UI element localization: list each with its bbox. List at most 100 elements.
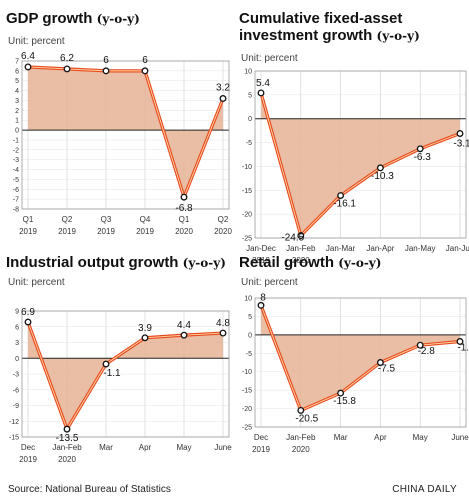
chart-industrial-output-panel: Industrial output growth (y-o-y) Unit: p…	[0, 251, 234, 502]
data-point	[63, 425, 71, 433]
chart-fixed-asset-panel: Cumulative fixed-asset investment growth …	[235, 0, 469, 266]
retail-chart-svg: 10 5 0 -5 -10 -15 -20 -25 8 -20.5 -15.8 -7.5 -2.8 -1.…	[242, 292, 469, 454]
data-point	[63, 65, 71, 73]
x-tick-label: 2020	[175, 227, 193, 236]
x-tick-label: 2019	[19, 455, 37, 464]
y-tick-label: 3	[15, 98, 19, 105]
x-tick-label: Q2	[62, 215, 73, 224]
x-tick-label: May	[413, 433, 428, 442]
x-tick-label: June	[214, 443, 232, 452]
x-tick-label: Dec	[254, 433, 268, 442]
data-point	[257, 89, 265, 97]
x-tick-label: Q4	[140, 215, 151, 224]
y-tick-label: -15	[242, 388, 252, 395]
x-tick-label: 2019	[19, 227, 37, 236]
data-label: 3.9	[138, 323, 152, 334]
chart-title: Industrial output growth (y-o-y)	[6, 254, 226, 272]
y-tick-label: -6	[13, 187, 19, 194]
chart-title-text: GDP growth	[6, 10, 93, 27]
y-tick-label: -3	[13, 372, 19, 379]
chart-title-suffix: (y-o-y)	[338, 256, 382, 270]
data-label: -10.3	[371, 171, 394, 182]
data-label: -6.3	[414, 152, 432, 163]
area-fill	[261, 305, 460, 411]
chart-title: Retail growth (y-o-y)	[239, 254, 381, 272]
data-label: -13.5	[56, 433, 79, 444]
y-tick-label: -8	[13, 207, 19, 214]
y-tick-label: -20	[242, 212, 252, 219]
data-point	[456, 130, 464, 137]
x-tick-label: Jan-Feb	[286, 433, 316, 442]
data-label: 3.2	[216, 82, 230, 93]
data-label: -3.1	[453, 139, 469, 150]
data-label: -20.5	[295, 413, 318, 424]
data-label: -1.1	[103, 368, 121, 379]
y-tick-label: 9	[15, 309, 19, 316]
data-label: 6.9	[21, 307, 35, 318]
x-tick-label: Jan-Feb	[286, 244, 316, 253]
y-tick-label: -10	[242, 164, 252, 171]
unit-label: Unit: percent	[241, 277, 298, 288]
source-note: Source: National Bureau of Statistics	[8, 484, 171, 495]
y-tick-label: -25	[242, 236, 252, 243]
y-tick-label: -15	[9, 435, 19, 442]
y-tick-label: -6	[13, 387, 19, 394]
y-tick-label: 0	[248, 332, 252, 339]
y-tick-label: 0	[15, 128, 19, 135]
plot-frame	[21, 310, 230, 438]
data-label: 6.4	[21, 51, 35, 62]
series-line-highlight	[27, 66, 224, 198]
data-label: -15.8	[333, 396, 356, 407]
chart-title-text: Industrial output growth	[6, 254, 179, 271]
unit-label: Unit: percent	[8, 36, 65, 47]
data-point	[416, 341, 424, 349]
chart-retail-panel: Retail growth (y-o-y) Unit: percent 10 5 0…	[235, 251, 469, 502]
data-label: 6	[142, 55, 148, 66]
data-label: -1.8	[457, 342, 469, 353]
y-tick-label: 4	[15, 88, 19, 95]
x-tick-label: Q1	[23, 215, 34, 224]
y-tick-label: 10	[244, 296, 252, 303]
x-tick-label: 2020	[214, 227, 232, 236]
gdp-chart-svg: 7 6 5 4 3 2 1 0 -1 -2 -3 -4 -5 -6 -7 -8 6.4 6.2 6 6 -6.8 3.2 Q…	[13, 51, 233, 236]
y-tick-label: 0	[15, 356, 19, 363]
y-tick-label: -5	[13, 177, 19, 184]
data-point	[337, 389, 345, 397]
unit-label: Unit: percent	[241, 53, 298, 64]
x-tick-label: 2020	[58, 455, 76, 464]
y-tick-label: 7	[15, 59, 19, 66]
x-tick-label: Apr	[139, 443, 152, 452]
data-point	[102, 67, 110, 75]
data-label: 8	[260, 292, 266, 303]
x-tick-label: May	[176, 443, 191, 452]
chart-title-suffix: (y-o-y)	[182, 256, 226, 270]
data-label: -2.8	[418, 346, 436, 357]
data-point	[257, 301, 265, 309]
x-tick-label: Jan-Feb	[52, 443, 82, 452]
industrial-output-chart-svg: 9 6 3 0 -3 -6 -9 -12 -15 6.9 -13.5 -1.1 3.9 4.4 4.8 Dec…	[9, 307, 232, 464]
chart-title-suffix: (y-o-y)	[376, 29, 420, 43]
series-line-highlight	[260, 92, 461, 237]
chart-title-text: Retail growth	[239, 254, 335, 271]
y-tick-label: -10	[242, 369, 252, 376]
x-tick-label: Q2	[218, 215, 229, 224]
x-tick-label: Jan-Dec	[246, 244, 276, 253]
x-tick-label: 2019	[136, 227, 154, 236]
data-label: 6.2	[60, 53, 74, 64]
fixed-asset-chart-svg: 10 5 0 -5 -10 -15 -20 -25 5.4 -24.5 -16.1 -10.3 -6.3…	[242, 69, 469, 266]
x-tick-label: 2019	[97, 227, 115, 236]
data-point	[376, 359, 384, 366]
credit-label: CHINA DAILY	[392, 484, 457, 495]
y-tick-label: 5	[248, 314, 252, 321]
area-fill	[261, 92, 460, 236]
data-point	[141, 67, 149, 75]
x-tick-label: Apr	[374, 433, 387, 442]
x-tick-label: 2019	[252, 445, 270, 454]
y-tick-label: -15	[242, 188, 252, 195]
x-tick-label: Dec	[21, 443, 35, 452]
data-label: 4.4	[177, 320, 191, 331]
x-tick-label: 2019	[252, 256, 270, 265]
y-tick-label: -5	[246, 351, 252, 358]
plot-frame	[254, 70, 467, 239]
data-point	[416, 145, 424, 153]
